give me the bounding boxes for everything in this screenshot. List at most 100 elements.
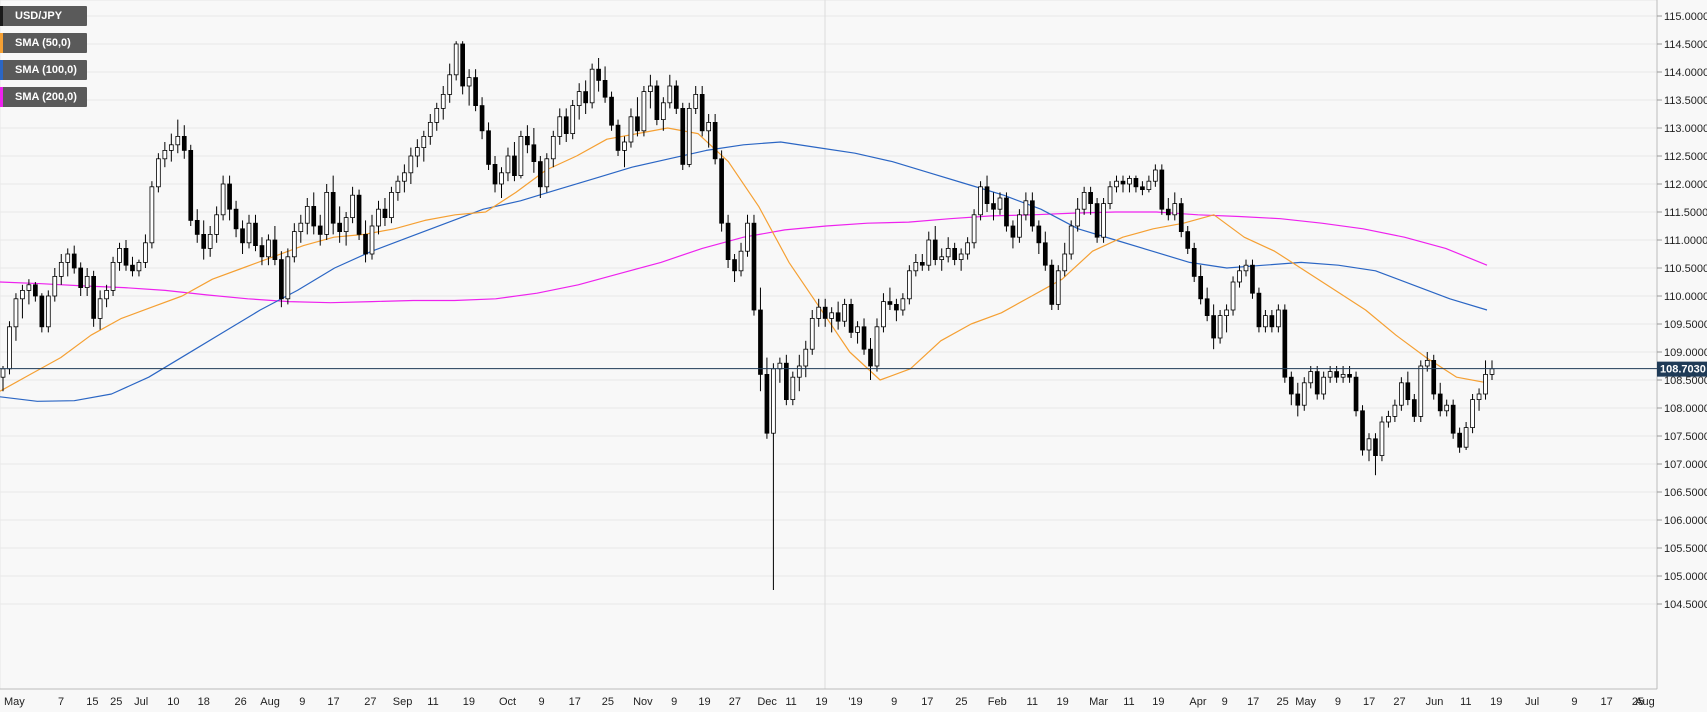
y-tick-label: 105.5000 (1664, 543, 1707, 555)
candle (350, 186, 355, 224)
candle (253, 214, 258, 252)
candle (725, 214, 731, 268)
x-tick-label: 10 (167, 696, 179, 708)
candle (168, 133, 174, 162)
candle-body-up (20, 289, 25, 300)
y-axis-tick-labels: 115.0000 114.5000 114.0000 113.5000 113.0000… (1657, 11, 1707, 611)
candle-body-up (505, 155, 511, 174)
candle-body-up (1301, 382, 1307, 406)
candle-body-down (919, 261, 925, 266)
legend-item-usdjpy[interactable]: USD/JPY (0, 6, 87, 26)
candle (20, 284, 25, 319)
candle-body-up (162, 149, 168, 160)
candle-body-up (965, 242, 970, 255)
candle-body-down (1010, 225, 1016, 238)
candle (486, 122, 491, 170)
candle-body-down (279, 259, 284, 300)
candle-body-down (1204, 298, 1210, 316)
x-tick-label: 9 (539, 696, 545, 708)
legend-label-sma200: SMA (200,0) (15, 91, 77, 103)
candle (907, 265, 912, 305)
candle (868, 338, 873, 380)
candle-body-down (330, 191, 336, 224)
candle (1431, 354, 1437, 400)
candle (414, 139, 420, 168)
x-tick-label: 17 (1601, 696, 1613, 708)
candle-body-up (570, 105, 576, 134)
legend-item-sma100[interactable]: SMA (100,0) (0, 60, 87, 80)
legend-item-sma200[interactable]: SMA (200,0) (0, 87, 87, 107)
candle-body-up (499, 172, 504, 185)
candle-body-down (887, 301, 893, 305)
candle-body-down (1353, 376, 1359, 412)
candle-body-down (201, 233, 207, 249)
candle (512, 142, 517, 182)
x-tick-label: 18 (198, 696, 210, 708)
current-price-label: 108.7030 (1660, 364, 1706, 376)
legend-item-sma50[interactable]: SMA (50,0) (0, 33, 87, 53)
candle (1483, 360, 1488, 400)
candle (1042, 231, 1048, 271)
candle-body-down (71, 253, 77, 269)
candle-body-up (1321, 376, 1327, 395)
candle-body-up (1023, 200, 1029, 216)
candle (1101, 198, 1106, 243)
candle-body-up (220, 183, 226, 216)
candle-body-up (997, 197, 1003, 210)
candle-body-down (822, 306, 828, 319)
y-tick-label: 107.5000 (1664, 431, 1707, 443)
candle-body-up (408, 155, 414, 174)
candle-body-up (913, 261, 919, 272)
candle (1263, 310, 1268, 333)
candle (706, 114, 711, 148)
candle-body-up (1062, 253, 1068, 272)
candle (1036, 220, 1042, 254)
candle-body-up (117, 247, 122, 263)
sma-50-line (0, 127, 1488, 392)
candle (1224, 304, 1229, 333)
candle (1366, 433, 1372, 462)
candle-body-down (1269, 315, 1275, 328)
y-tick-label: 113.5000 (1664, 95, 1707, 107)
candlesticks (0, 41, 1495, 590)
candle (1191, 242, 1197, 282)
candle (110, 256, 116, 296)
candle (557, 108, 563, 145)
candle-body-up (939, 256, 945, 260)
candle (1049, 259, 1055, 310)
candle-body-down (1088, 191, 1093, 204)
plot-background (0, 0, 1658, 690)
candle-body-down (1373, 438, 1378, 456)
candle-body-down (1288, 376, 1294, 395)
candle (52, 268, 58, 302)
candle-body-down (473, 77, 478, 106)
candle-body-up (156, 158, 161, 188)
candle-body-up (971, 214, 977, 244)
candle (285, 248, 291, 305)
candle-body-up (168, 144, 174, 151)
candle (337, 206, 342, 243)
candle-body-down (699, 94, 705, 132)
candle-body-up (1276, 309, 1281, 328)
candle-body-up (1107, 186, 1113, 205)
candle-body-down (712, 122, 718, 160)
candle (1198, 265, 1204, 305)
y-tick-label: 115.0000 (1664, 11, 1707, 23)
candle-body-up (1476, 393, 1482, 400)
candle-body-up (1224, 309, 1229, 316)
candle-body-up (628, 116, 634, 143)
candle-body-up (816, 306, 822, 319)
y-tick-label: 106.5000 (1664, 487, 1707, 499)
candle (259, 237, 265, 266)
candle-body-up (427, 122, 433, 137)
candle (78, 262, 84, 296)
candle-body-up (421, 135, 427, 148)
candle (952, 242, 958, 266)
candle (848, 298, 854, 338)
candle-body-down (1030, 200, 1035, 227)
y-tick-label: 114.5000 (1664, 39, 1707, 51)
x-tick-label: 25 (110, 696, 122, 708)
candle-body-up (771, 368, 776, 434)
candle (758, 287, 763, 392)
